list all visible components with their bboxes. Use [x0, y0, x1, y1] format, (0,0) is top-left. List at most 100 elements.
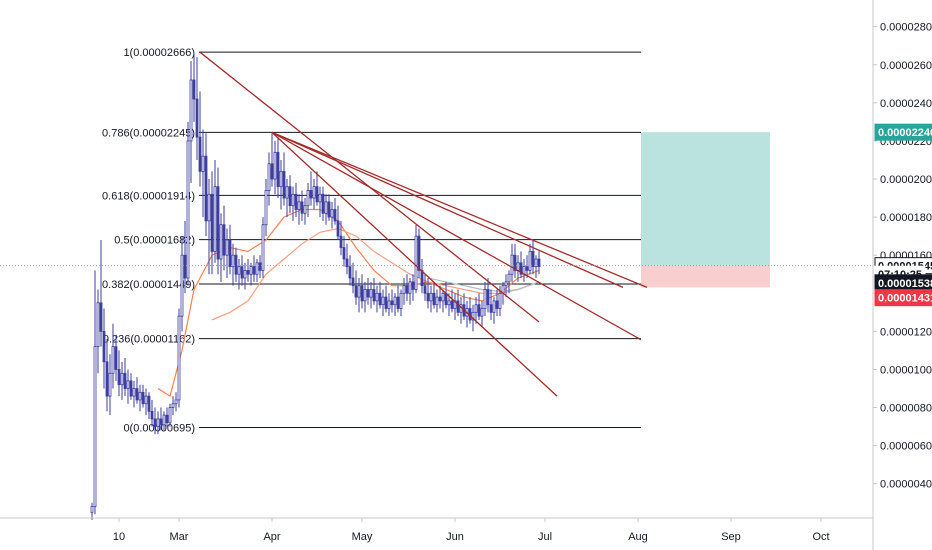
- candle-body: [318, 193, 322, 203]
- candle: [357, 278, 361, 313]
- time-tick-label: Jun: [446, 531, 464, 543]
- candle-body: [471, 311, 475, 321]
- candle-body: [156, 418, 160, 427]
- candle-body: [273, 151, 277, 180]
- candle-body: [537, 258, 541, 268]
- candle: [144, 388, 148, 416]
- candle-body: [126, 380, 130, 389]
- candle-body: [252, 266, 256, 275]
- trendlines[interactable]: [199, 51, 648, 397]
- candle-body: [219, 224, 223, 260]
- candle: [432, 281, 436, 309]
- candle-body: [363, 289, 367, 302]
- candle: [519, 251, 523, 279]
- candle: [264, 179, 268, 237]
- time-axis[interactable]: 10 Mar Apr May Jun Jul Aug Sep Oct: [113, 518, 830, 543]
- candle: [510, 243, 514, 282]
- candle-body: [189, 79, 193, 142]
- candle: [378, 281, 382, 309]
- position-tool[interactable]: [641, 132, 770, 288]
- candle: [447, 293, 451, 317]
- candle: [384, 285, 388, 313]
- candle-body: [264, 190, 268, 226]
- candle: [426, 278, 430, 309]
- candle: [360, 274, 364, 309]
- candle-body: [432, 292, 436, 306]
- trendline: [271, 131, 624, 288]
- candle-body: [519, 262, 523, 275]
- candle: [507, 270, 511, 294]
- candle-body: [399, 292, 403, 309]
- candle: [474, 297, 478, 324]
- candle: [429, 285, 433, 313]
- candle: [138, 384, 142, 412]
- candle: [327, 194, 331, 221]
- candle-body: [333, 209, 337, 222]
- time-tick-label: Apr: [263, 531, 280, 543]
- candle: [222, 205, 226, 271]
- candle-body: [357, 285, 361, 298]
- price-tag-box: [874, 123, 932, 141]
- candle-body: [375, 292, 379, 302]
- candle: [186, 121, 190, 286]
- candle-body: [429, 292, 433, 302]
- candle: [90, 502, 94, 520]
- candle-body: [393, 296, 397, 306]
- candle-body: [345, 258, 349, 268]
- candle-body: [279, 170, 283, 188]
- candle-body: [402, 285, 406, 294]
- candle: [300, 190, 304, 221]
- candle-body: [342, 247, 346, 260]
- candle: [333, 198, 337, 225]
- candle-body: [483, 289, 487, 309]
- candle-body: [183, 254, 187, 279]
- candle-body: [354, 285, 358, 298]
- candle-body: [327, 201, 331, 218]
- candle: [414, 224, 418, 294]
- candle: [309, 171, 313, 206]
- candle-body: [372, 289, 376, 302]
- candle-body: [366, 289, 370, 298]
- trendline: [271, 131, 648, 288]
- candle-body: [300, 201, 304, 214]
- candle-body: [513, 254, 517, 271]
- candle: [195, 57, 199, 160]
- candle-body: [120, 372, 124, 386]
- candle-body: [162, 414, 166, 426]
- candle-body: [231, 254, 235, 268]
- price-tick-label: 0.00002800: [880, 22, 932, 34]
- candle-body: [321, 193, 325, 214]
- candle: [114, 335, 118, 381]
- candle: [411, 274, 415, 301]
- candle: [174, 392, 178, 412]
- candle: [189, 60, 193, 183]
- candle-body: [228, 239, 232, 268]
- candle: [399, 289, 403, 317]
- candle: [183, 220, 187, 294]
- candle-body: [360, 285, 364, 302]
- candle-body: [132, 388, 136, 397]
- candle: [312, 179, 316, 210]
- candle-body: [210, 193, 214, 252]
- fib-level-label: 0.5(0.00001682): [114, 235, 195, 247]
- candle-body: [222, 224, 226, 256]
- candle: [348, 255, 352, 286]
- candle-body: [138, 391, 142, 401]
- candle: [486, 278, 490, 313]
- candle-body: [255, 262, 259, 275]
- price-tags: 0.000022460.0000154507:10:250.000015380.…: [874, 123, 932, 307]
- candle: [297, 194, 301, 225]
- candle-body: [174, 399, 178, 405]
- candle: [354, 270, 358, 305]
- candle: [330, 201, 334, 229]
- candle: [396, 285, 400, 313]
- price-tag: 0.00001431: [874, 289, 932, 307]
- candle-body: [297, 201, 301, 210]
- candle-body: [291, 193, 295, 207]
- candle-body: [348, 266, 352, 279]
